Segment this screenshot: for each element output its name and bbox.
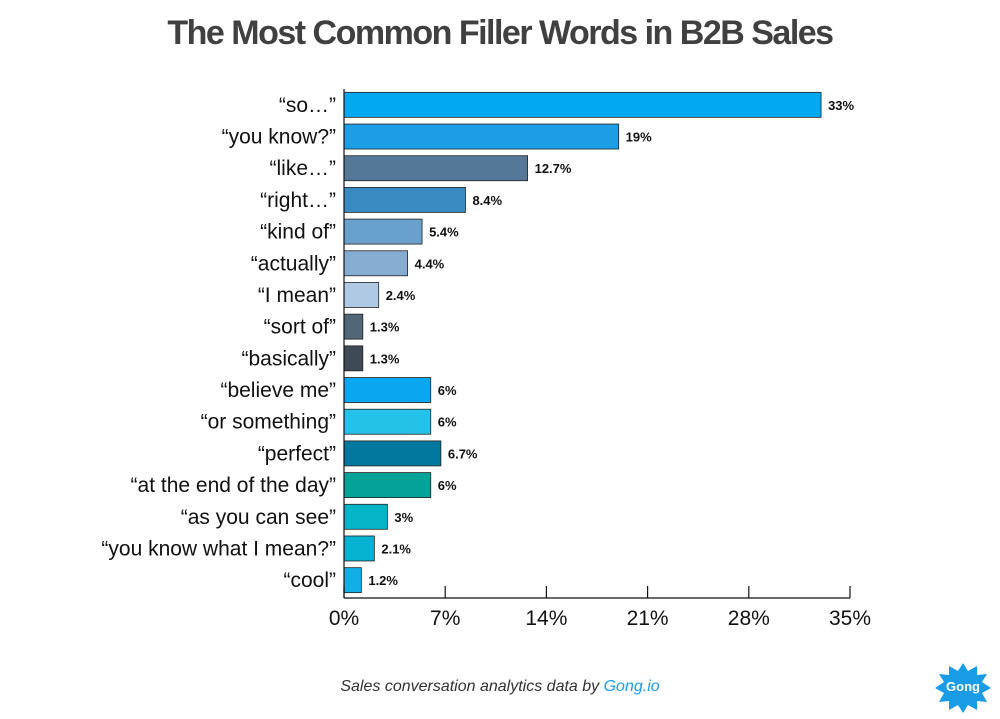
- x-tick-label: 7%: [430, 607, 460, 630]
- logo-badge-icon: [935, 663, 991, 713]
- data-label: 8.4%: [472, 193, 502, 208]
- data-label: 2.1%: [381, 541, 411, 556]
- bar: [343, 408, 432, 435]
- footer-link[interactable]: Gong.io: [603, 678, 660, 695]
- data-label: 1.2%: [368, 573, 398, 588]
- x-tick-label: 21%: [627, 607, 669, 630]
- bar: [343, 313, 364, 340]
- bar: [343, 440, 442, 467]
- footer-credit: Sales conversation analytics data by Gon…: [0, 678, 1000, 696]
- category-label: “like…”: [270, 157, 337, 180]
- category-label: “you know?”: [222, 126, 336, 149]
- x-tick-label: 35%: [829, 607, 871, 630]
- bar: [343, 567, 362, 594]
- data-label: 6%: [438, 383, 457, 398]
- bar: [343, 503, 388, 530]
- bar: [343, 282, 380, 308]
- data-label: 1.3%: [370, 351, 400, 366]
- data-label: 33%: [828, 98, 854, 113]
- data-label: 1.3%: [370, 320, 400, 335]
- x-tick-label: 28%: [728, 607, 770, 630]
- bars-group: [343, 91, 822, 594]
- category-label: “so…”: [279, 94, 336, 117]
- bar: [343, 123, 620, 150]
- bar: [343, 218, 423, 245]
- bar: [343, 91, 822, 118]
- bar: [343, 377, 432, 403]
- bar: [343, 472, 432, 498]
- data-label: 12.7%: [535, 161, 572, 176]
- data-label: 5.4%: [429, 225, 459, 240]
- data-label: 6.7%: [448, 446, 478, 461]
- category-label: “right…”: [260, 189, 336, 212]
- category-label: “basically”: [241, 347, 336, 370]
- category-label: “I mean”: [258, 284, 336, 307]
- category-label: “cool”: [283, 569, 336, 592]
- data-label: 2.4%: [386, 288, 416, 303]
- x-tick-label: 14%: [525, 607, 567, 630]
- data-label: 3%: [394, 510, 413, 525]
- data-label: 6%: [438, 415, 457, 430]
- category-label: “believe me”: [220, 379, 336, 402]
- footer-text: Sales conversation analytics data by: [340, 678, 604, 695]
- logo-text: Gong: [946, 679, 980, 694]
- category-label: “sort of”: [264, 316, 336, 339]
- data-label: 19%: [626, 130, 652, 145]
- bar: [343, 345, 364, 372]
- category-label: “or something”: [201, 411, 336, 434]
- gong-logo: Gong: [933, 662, 993, 714]
- bar: [343, 187, 466, 213]
- axes-group: “so…” 33% “you know?” 19% “like…” 12.7% “right…: [101, 89, 871, 630]
- category-label: “as you can see”: [181, 506, 336, 529]
- category-label: “you know what I mean?”: [101, 537, 336, 560]
- category-label: “perfect”: [258, 442, 336, 465]
- bar: [343, 535, 375, 562]
- chart-title: The Most Common Filler Words in B2B Sale…: [167, 14, 834, 52]
- data-label: 4.4%: [415, 256, 445, 271]
- category-label: “at the end of the day”: [131, 474, 336, 497]
- category-label: “kind of”: [260, 221, 336, 244]
- bar: [343, 155, 529, 182]
- x-tick-label: 0%: [329, 607, 359, 630]
- data-label: 6%: [438, 478, 457, 493]
- category-label: “actually”: [251, 252, 336, 275]
- bar: [343, 250, 409, 277]
